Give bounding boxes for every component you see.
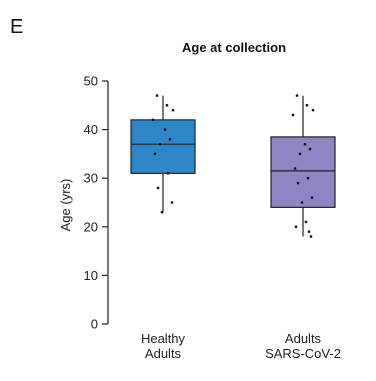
data-point — [168, 138, 172, 141]
data-point — [308, 147, 312, 151]
data-point — [156, 186, 160, 190]
data-point — [155, 94, 159, 97]
category-label: SARS-CoV-2 — [265, 346, 341, 361]
data-point — [291, 113, 295, 117]
data-point — [311, 108, 315, 112]
box-group-1 — [130, 94, 196, 214]
y-tick-label: 0 — [91, 317, 98, 332]
y-tick-label: 20 — [84, 219, 98, 234]
panel-label: E — [10, 16, 24, 38]
category-label: Adults — [145, 346, 182, 361]
data-point — [307, 230, 311, 233]
chart-title: Age at collection — [182, 40, 286, 55]
data-point — [298, 152, 302, 156]
data-point — [163, 128, 167, 131]
data-point — [166, 172, 170, 175]
data-point — [294, 225, 298, 228]
data-point — [306, 177, 310, 180]
data-point — [158, 142, 162, 146]
y-tick-label: 40 — [84, 122, 98, 137]
data-point — [170, 201, 174, 204]
data-point — [309, 235, 313, 238]
category-label: Healthy — [141, 331, 186, 346]
data-point — [305, 104, 309, 107]
y-axis-label: Age (yrs) — [58, 179, 73, 232]
y-tick-label: 30 — [84, 171, 98, 186]
data-point — [304, 220, 308, 224]
data-point — [165, 104, 169, 107]
data-point — [296, 181, 300, 185]
data-point — [160, 211, 164, 214]
data-point — [295, 94, 299, 97]
data-point — [153, 152, 157, 156]
data-point — [293, 167, 297, 170]
box-iqr — [270, 136, 336, 208]
y-tick-label: 50 — [84, 74, 98, 89]
data-point — [151, 118, 155, 122]
data-point — [303, 142, 307, 146]
data-point — [171, 108, 175, 112]
y-tick-label: 10 — [84, 268, 98, 283]
data-point — [310, 196, 314, 199]
box-group-2 — [270, 94, 336, 238]
box-iqr — [130, 119, 196, 174]
data-point — [300, 201, 304, 204]
category-label: Adults — [285, 331, 322, 346]
